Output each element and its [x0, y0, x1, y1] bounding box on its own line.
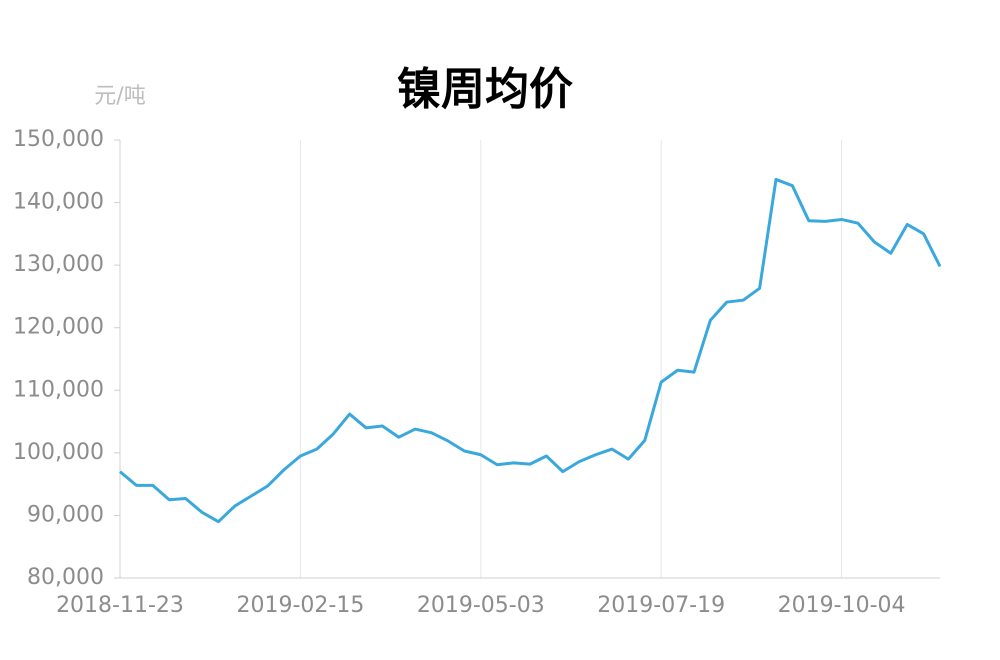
y-tick-label: 90,000	[27, 502, 104, 527]
y-tick-label: 100,000	[13, 440, 104, 465]
y-unit: 元/吨	[94, 84, 145, 109]
y-tick-label: 140,000	[13, 190, 104, 215]
chart-title: 镍周均价	[397, 64, 573, 115]
x-tick-label: 2019-07-19	[597, 593, 725, 618]
x-tick-label: 2019-10-04	[778, 593, 906, 618]
series-line	[119, 177, 942, 524]
y-tick-label: 80,000	[27, 565, 104, 590]
x-tick-label: 2019-05-03	[417, 593, 545, 618]
y-tick-label: 110,000	[13, 377, 104, 402]
y-tick-label: 150,000	[13, 127, 104, 152]
y-tick-label: 130,000	[13, 252, 104, 277]
x-tick-label: 2018-11-23	[56, 593, 184, 618]
x-tick-label: 2019-02-15	[236, 593, 364, 618]
y-tick-label: 120,000	[13, 315, 104, 340]
